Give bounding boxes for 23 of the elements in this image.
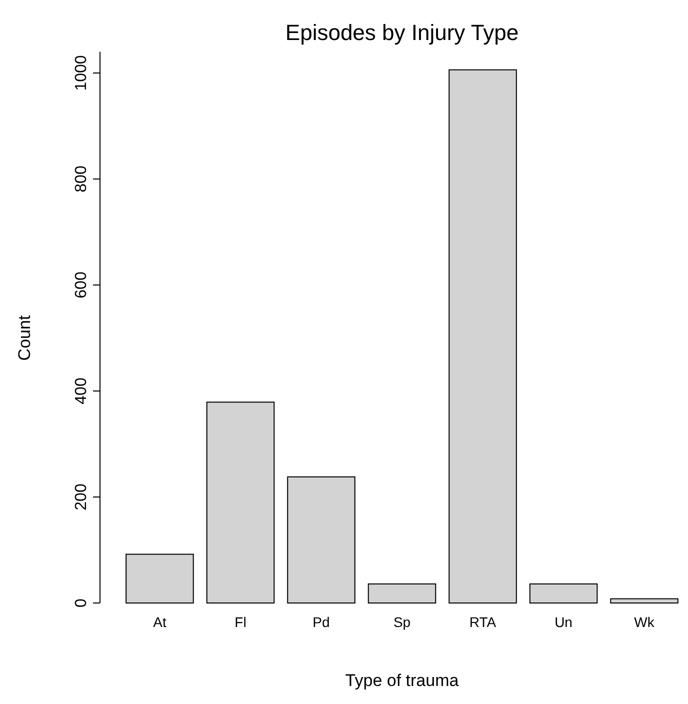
bar <box>529 583 598 604</box>
bar <box>448 69 517 604</box>
bar <box>610 598 678 604</box>
y-tick-label: 0 <box>73 598 90 608</box>
bar <box>368 583 436 604</box>
x-tick-label: Sp <box>393 614 411 630</box>
y-axis-title: Count <box>15 315 34 361</box>
y-tick-label: 200 <box>73 484 90 510</box>
y-tick-label: 800 <box>73 166 90 192</box>
bar <box>126 554 194 604</box>
x-tick-label: Un <box>554 614 572 630</box>
bar <box>287 476 356 604</box>
y-tick-label: 600 <box>73 272 90 298</box>
x-axis-title: Type of trauma <box>345 671 460 690</box>
y-tick-label: 1000 <box>73 55 90 91</box>
bar <box>206 402 275 604</box>
x-tick-label: Fl <box>234 614 246 630</box>
x-tick-label: Pd <box>312 614 330 630</box>
x-tick-label: At <box>153 614 166 630</box>
chart-title: Episodes by Injury Type <box>285 20 519 45</box>
x-tick-label: RTA <box>469 614 497 630</box>
x-tick-label: Wk <box>634 614 656 630</box>
y-tick-label: 400 <box>73 378 90 404</box>
